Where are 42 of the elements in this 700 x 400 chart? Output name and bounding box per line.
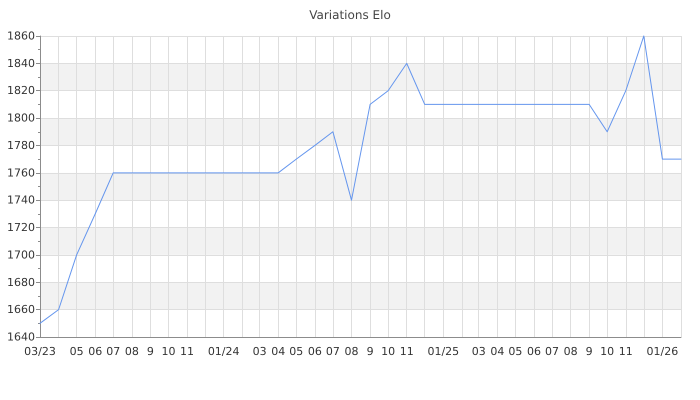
x-tick-label: 01/24 <box>208 345 240 358</box>
x-tick-label: 05 <box>508 345 522 358</box>
x-tick-label: 07 <box>544 345 559 358</box>
x-tick-label: 11 <box>180 345 194 358</box>
x-tick-label: 04 <box>271 345 286 358</box>
y-tick-label: 1740 <box>7 194 35 207</box>
x-tick-label: 11 <box>400 345 414 358</box>
x-tick-label: 05 <box>70 345 84 358</box>
y-tick-label: 1760 <box>7 166 35 180</box>
x-tick-label: 04 <box>490 345 504 358</box>
y-tick-label: 1680 <box>7 276 35 289</box>
x-tick-label: 08 <box>344 345 358 358</box>
x-tick-label: 01/25 <box>427 345 460 358</box>
y-tick-label: 1840 <box>7 56 35 70</box>
x-tick-label: 01/26 <box>646 345 678 358</box>
x-tick-label: 10 <box>600 345 614 358</box>
x-tick-label: 08 <box>124 345 139 358</box>
x-tick-label: 9 <box>146 345 154 358</box>
x-tick-label: 03 <box>472 345 486 358</box>
y-tick-label: 1640 <box>7 330 35 344</box>
x-tick-label: 07 <box>106 345 120 358</box>
x-tick-label: 9 <box>586 345 593 358</box>
y-tick-label: 1820 <box>7 84 35 98</box>
x-tick-label: 03 <box>252 345 267 358</box>
x-tick-label: 11 <box>618 345 633 358</box>
y-tick-label: 1720 <box>7 221 35 234</box>
x-tick-label: 03/23 <box>24 345 56 358</box>
x-tick-label: 06 <box>88 345 102 358</box>
y-tick-label: 1860 <box>7 30 35 42</box>
x-tick-label: 08 <box>564 345 578 358</box>
chart-title: Variations Elo <box>309 8 391 22</box>
x-tick-label: 06 <box>308 345 322 358</box>
y-tick-label: 1700 <box>7 248 35 262</box>
x-tick-label: 10 <box>381 345 396 358</box>
x-tick-label: 06 <box>526 345 541 358</box>
x-tick-label: 10 <box>161 345 176 358</box>
x-tick-label: 05 <box>289 345 304 358</box>
y-tick-label: 1660 <box>7 303 35 316</box>
y-tick-label: 1800 <box>7 112 35 125</box>
x-tick-label: 07 <box>326 345 340 358</box>
y-tick-label: 1780 <box>7 138 35 152</box>
x-tick-label: 9 <box>366 345 374 358</box>
